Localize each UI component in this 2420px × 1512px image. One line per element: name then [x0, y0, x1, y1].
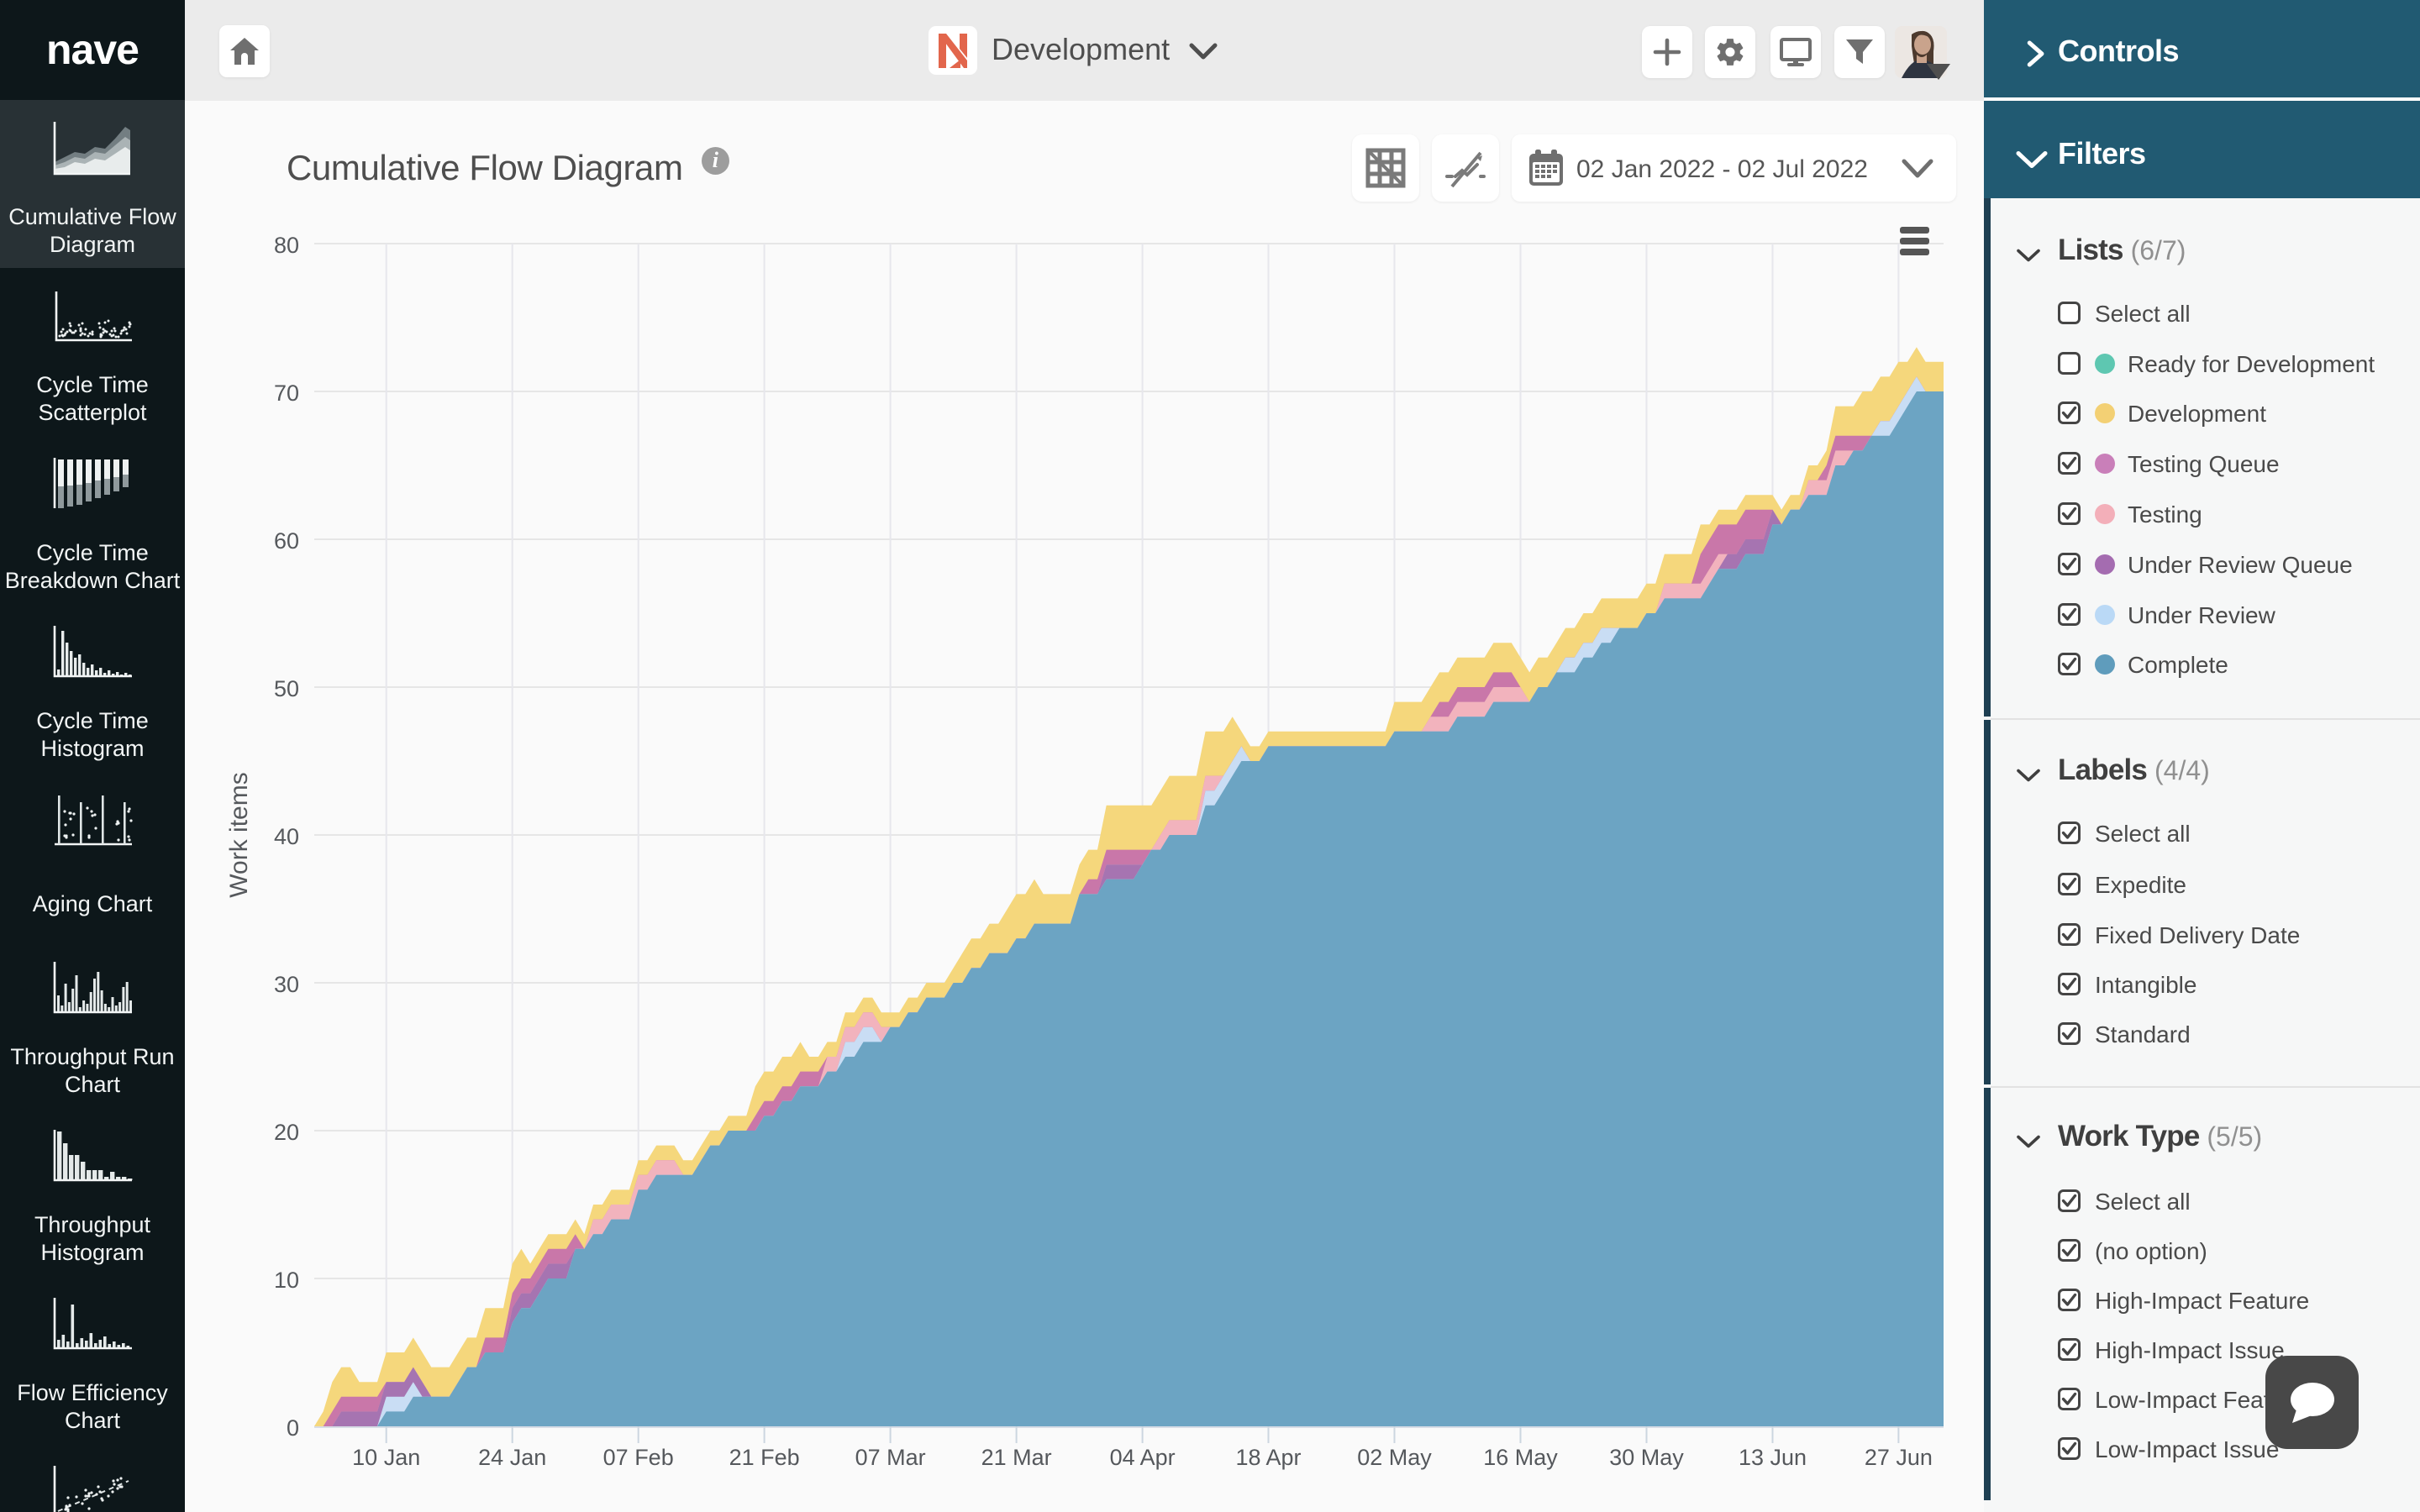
svg-text:70: 70 — [274, 381, 299, 406]
svg-text:07 Feb: 07 Feb — [603, 1445, 674, 1470]
svg-text:Work items: Work items — [225, 772, 253, 897]
svg-text:60: 60 — [274, 528, 299, 554]
svg-text:27 Jun: 27 Jun — [1865, 1445, 1933, 1470]
svg-text:07 Mar: 07 Mar — [855, 1445, 926, 1470]
svg-text:20: 20 — [274, 1120, 299, 1145]
svg-text:13 Jun: 13 Jun — [1739, 1445, 1807, 1470]
svg-text:50: 50 — [274, 676, 299, 701]
svg-text:04 Apr: 04 Apr — [1110, 1445, 1176, 1470]
svg-text:24 Jan: 24 Jan — [478, 1445, 546, 1470]
svg-text:02 May: 02 May — [1357, 1445, 1432, 1470]
svg-text:30 May: 30 May — [1609, 1445, 1684, 1470]
svg-text:10: 10 — [274, 1268, 299, 1293]
svg-text:16 May: 16 May — [1483, 1445, 1558, 1470]
svg-text:30: 30 — [274, 972, 299, 997]
svg-text:40: 40 — [274, 824, 299, 849]
svg-text:80: 80 — [274, 233, 299, 258]
svg-text:10 Jan: 10 Jan — [352, 1445, 420, 1470]
svg-text:21 Feb: 21 Feb — [729, 1445, 800, 1470]
svg-text:18 Apr: 18 Apr — [1235, 1445, 1301, 1470]
svg-text:0: 0 — [287, 1415, 299, 1441]
svg-text:21 Mar: 21 Mar — [981, 1445, 1052, 1470]
